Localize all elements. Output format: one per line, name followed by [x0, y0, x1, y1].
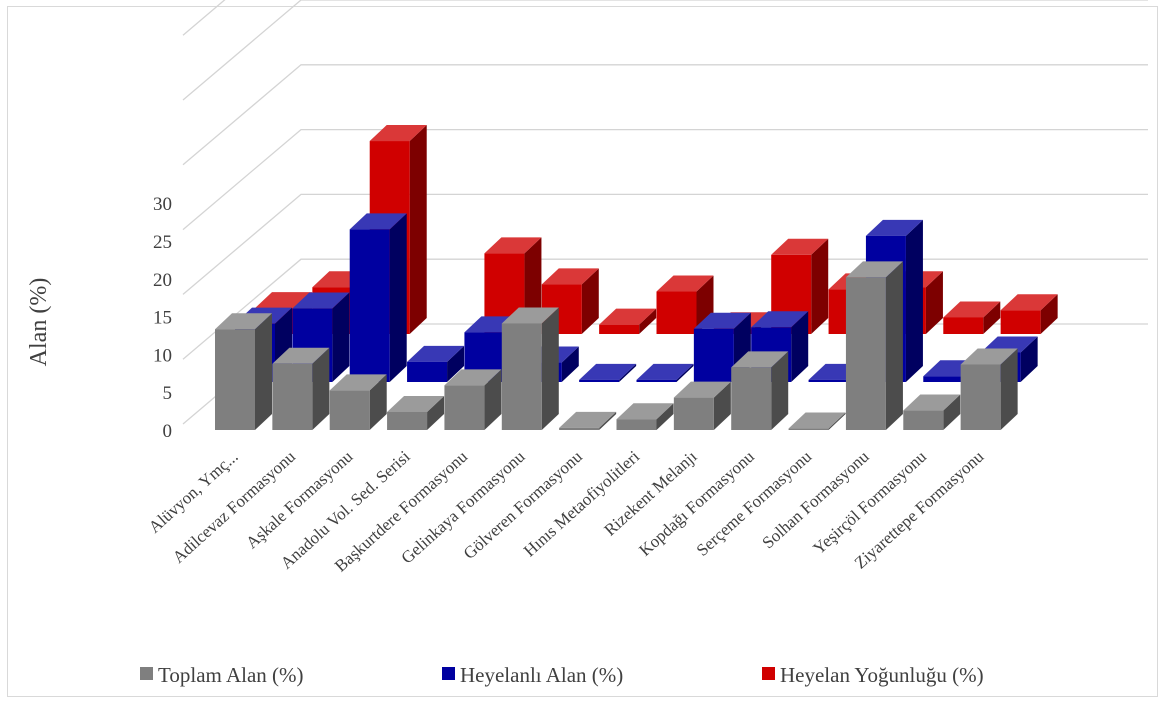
- gridline: [183, 0, 1148, 35]
- bar: [272, 348, 329, 430]
- bar: [579, 364, 636, 382]
- bar: [637, 364, 694, 382]
- gridline: [183, 0, 1148, 100]
- legend-swatch: [762, 667, 775, 680]
- legend-label: Heyelanlı Alan (%): [460, 663, 623, 687]
- bar: [943, 301, 1000, 334]
- category-labels: Alüvyon, Ymç...Adilcevaz FormasyonuAşkal…: [145, 447, 988, 576]
- bar: [617, 403, 674, 430]
- legend-label: Toplam Alan (%): [158, 663, 304, 687]
- bar: [961, 348, 1018, 430]
- bar: [846, 261, 903, 430]
- bar: [789, 413, 846, 430]
- y-tick-label: 15: [153, 308, 172, 329]
- legend-swatch: [442, 667, 455, 680]
- y-axis-ticks: 0 5 10 15 20 25 30: [153, 194, 172, 442]
- y-tick-label: 20: [153, 270, 172, 291]
- bar: [330, 374, 387, 430]
- gridline: [183, 130, 1148, 230]
- y-tick-label: 0: [163, 421, 173, 442]
- x-tick-label: Aşkale Formasyonu: [242, 447, 356, 553]
- gridline: [183, 65, 1148, 165]
- bar: [215, 313, 272, 430]
- y-axis-title: Alan (%): [26, 278, 52, 367]
- bar: [350, 213, 407, 382]
- legend: Toplam Alan (%) Heyelanlı Alan (%) Heyelan…: [140, 663, 984, 687]
- y-tick-label: 25: [153, 232, 172, 253]
- bar: [599, 309, 656, 334]
- legend-item: Heyelan Yoğunluğu (%): [762, 663, 984, 687]
- legend-swatch: [140, 667, 153, 680]
- bar: [1001, 294, 1058, 334]
- y-tick-label: 10: [153, 345, 172, 366]
- legend-item: Heyelanlı Alan (%): [442, 663, 623, 687]
- bar: [559, 412, 616, 430]
- bar: [387, 396, 444, 430]
- bar: [502, 307, 559, 430]
- legend-label: Heyelan Yoğunluğu (%): [780, 663, 984, 687]
- bar: [674, 382, 731, 430]
- y-tick-label: 5: [163, 383, 173, 404]
- bars-layer: [215, 125, 1058, 430]
- y-tick-label: 30: [153, 194, 172, 215]
- legend-item: Toplam Alan (%): [140, 663, 304, 687]
- bar: [903, 395, 960, 430]
- bar: [731, 351, 788, 430]
- x-tick-label: Solhan Formasyonu: [758, 447, 873, 553]
- bar: [444, 369, 501, 430]
